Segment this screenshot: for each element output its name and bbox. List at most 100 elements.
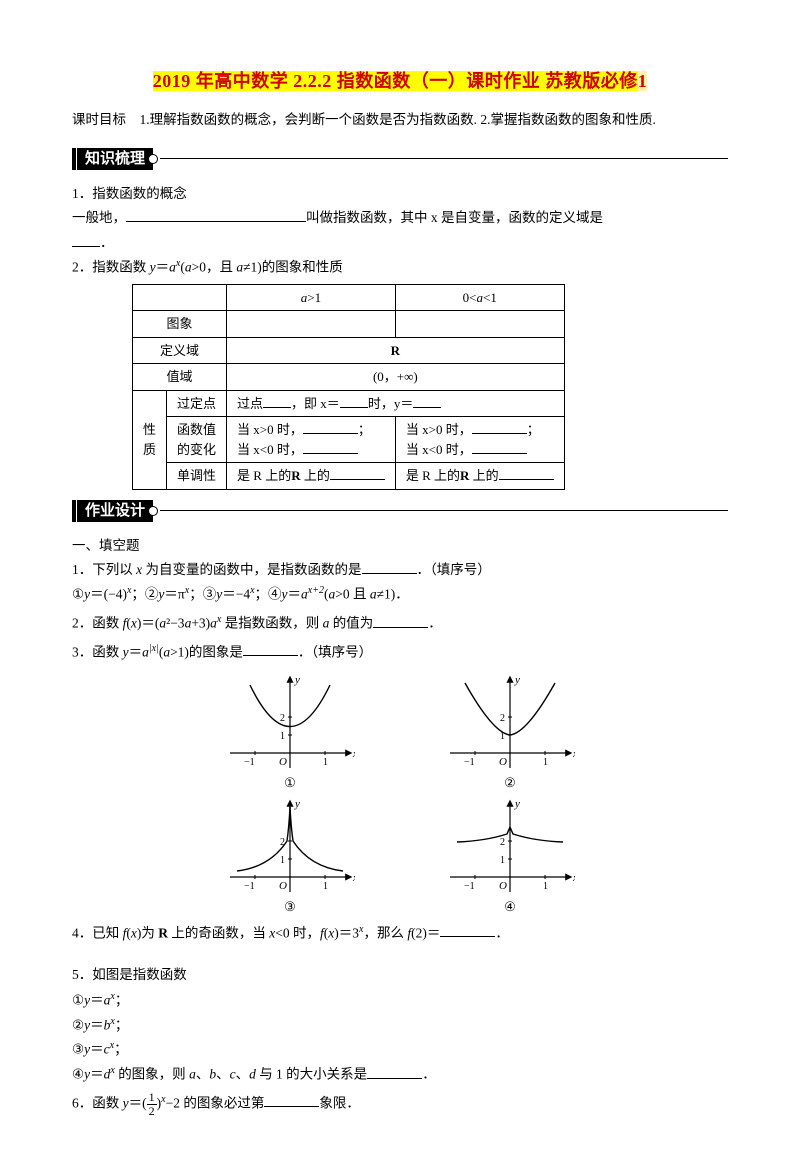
cell-vc-2: 当 x>0 时，； 当 x<0 时， bbox=[395, 417, 564, 463]
svg-text:1: 1 bbox=[280, 731, 285, 742]
graph-1: x y O −1 1 1 2 ① bbox=[210, 673, 370, 791]
blank bbox=[243, 642, 298, 656]
blank bbox=[263, 394, 291, 408]
bar-lead bbox=[72, 148, 76, 170]
svg-text:2: 2 bbox=[500, 837, 505, 848]
blank bbox=[472, 420, 527, 434]
row-props-group: 性质 bbox=[133, 390, 167, 489]
cell-mono-1: 是 R 上的R 上的 bbox=[227, 463, 396, 490]
row-value-change: 函数值的变化 bbox=[167, 417, 227, 463]
bar-dot bbox=[148, 506, 158, 516]
graph-2: x y O −1 1 1 2 ② bbox=[430, 673, 590, 791]
graph-3: x y O −1 1 1 2 ③ bbox=[210, 797, 370, 915]
section-bar-exercise: 作业设计 bbox=[72, 500, 728, 522]
bar-dot bbox=[148, 154, 158, 164]
concept-2-heading: 2．指数函数 y＝ax(a>0，且 a≠1)的图象和性质 bbox=[72, 255, 728, 280]
svg-text:1: 1 bbox=[323, 757, 328, 768]
section-label: 作业设计 bbox=[77, 500, 153, 522]
bar-lead bbox=[72, 500, 76, 522]
concept-1-body: 一般地， 叫做指数函数，其中 x 是自变量，函数的定义域是 ． bbox=[72, 206, 728, 255]
svg-text:−1: −1 bbox=[244, 881, 255, 892]
cell-domain: R bbox=[227, 337, 565, 364]
svg-text:O: O bbox=[499, 880, 507, 892]
title-segment-b: 1 bbox=[638, 71, 648, 91]
svg-text:−1: −1 bbox=[244, 757, 255, 768]
svg-text:2: 2 bbox=[500, 713, 505, 724]
chart-svg: x y O −1 1 1 2 bbox=[445, 797, 575, 897]
title-segment-a: 2019 年高中数学 2.2.2 指数函数（一）课时作业 苏教版必修 bbox=[153, 71, 638, 91]
blank bbox=[499, 466, 554, 480]
svg-text:−1: −1 bbox=[464, 757, 475, 768]
blank bbox=[303, 420, 358, 434]
svg-text:y: y bbox=[514, 674, 520, 686]
bar-line bbox=[160, 510, 728, 511]
svg-text:1: 1 bbox=[500, 855, 505, 866]
row-domain: 定义域 bbox=[133, 337, 227, 364]
question-2: 2．函数 f(x)＝(a²−3a+3)ax 是指数函数，则 a 的值为． bbox=[72, 611, 728, 636]
graph-label: ③ bbox=[210, 899, 370, 915]
blank bbox=[373, 614, 428, 628]
svg-text:O: O bbox=[499, 756, 507, 768]
blank bbox=[72, 233, 100, 247]
graph-label: ① bbox=[210, 775, 370, 791]
svg-text:x: x bbox=[572, 872, 575, 884]
section-label: 知识梳理 bbox=[77, 148, 153, 170]
cell-vc-1: 当 x>0 时，； 当 x<0 时， bbox=[227, 417, 396, 463]
svg-text:2: 2 bbox=[280, 713, 285, 724]
svg-text:y: y bbox=[294, 674, 300, 686]
svg-text:1: 1 bbox=[280, 855, 285, 866]
graph-4: x y O −1 1 1 2 ④ bbox=[430, 797, 590, 915]
cell-graph-2 bbox=[395, 311, 564, 338]
blank bbox=[413, 394, 441, 408]
col-a-lt-1: 0<a<1 bbox=[395, 284, 564, 311]
page-title: 2019 年高中数学 2.2.2 指数函数（一）课时作业 苏教版必修1 bbox=[72, 68, 728, 95]
cell-fixed-point: 过点，即 x＝时，y＝ bbox=[227, 390, 565, 417]
question-3: 3．函数 y＝a|x|(a>1)的图象是．（填序号） bbox=[72, 640, 728, 665]
row-graph: 图象 bbox=[133, 311, 227, 338]
row-monotone: 单调性 bbox=[167, 463, 227, 490]
cell-range: (0，+∞) bbox=[227, 364, 565, 391]
cell-graph-1 bbox=[227, 311, 396, 338]
k1-p3: ． bbox=[100, 235, 114, 250]
blank bbox=[330, 466, 385, 480]
cell-mono-2: 是 R 上的R 上的 bbox=[395, 463, 564, 490]
course-objective: 课时目标 1.理解指数函数的概念，会判断一个函数是否为指数函数. 2.掌握指数函… bbox=[72, 109, 728, 132]
svg-text:y: y bbox=[294, 798, 300, 810]
svg-text:O: O bbox=[279, 756, 287, 768]
blank bbox=[264, 1093, 319, 1107]
row-fixed-point: 过定点 bbox=[167, 390, 227, 417]
question-6: 6．函数 y＝(12)x−2 的图象必过第象限． bbox=[72, 1091, 728, 1118]
k1-p2: 叫做指数函数，其中 x 是自变量，函数的定义域是 bbox=[306, 210, 603, 225]
blank bbox=[362, 560, 417, 574]
concept-1-heading: 1．指数函数的概念 bbox=[72, 182, 728, 206]
col-a-gt-1: a>1 bbox=[227, 284, 396, 311]
tbl-blank-corner bbox=[133, 284, 227, 311]
blank bbox=[440, 923, 495, 937]
properties-table: a>1 0<a<1 图象 定义域 R 值域 (0，+∞) 性质 过定点 过点，即… bbox=[132, 284, 565, 490]
svg-text:y: y bbox=[514, 798, 520, 810]
graph-label: ② bbox=[430, 775, 590, 791]
row-range: 值域 bbox=[133, 364, 227, 391]
question-4: 4．已知 f(x)为 R 上的奇函数，当 x<0 时，f(x)＝3x，那么 f(… bbox=[72, 921, 728, 946]
svg-text:1: 1 bbox=[543, 757, 548, 768]
blank bbox=[340, 394, 368, 408]
graph-grid: x y O −1 1 1 2 ① x y O −1 1 1 2 bbox=[210, 673, 590, 915]
k1-p1: 一般地， bbox=[72, 210, 126, 225]
svg-text:1: 1 bbox=[323, 881, 328, 892]
exercise-heading: 一、填空题 bbox=[72, 534, 728, 558]
svg-text:O: O bbox=[279, 880, 287, 892]
blank bbox=[367, 1065, 422, 1079]
svg-text:x: x bbox=[352, 748, 355, 760]
section-bar-knowledge: 知识梳理 bbox=[72, 148, 728, 170]
blank bbox=[126, 208, 306, 222]
chart-svg: x y O −1 1 1 2 bbox=[225, 797, 355, 897]
svg-text:1: 1 bbox=[543, 881, 548, 892]
blank bbox=[472, 440, 527, 454]
chart-svg: x y O −1 1 1 2 bbox=[225, 673, 355, 773]
graph-label: ④ bbox=[430, 899, 590, 915]
bar-line bbox=[160, 158, 728, 159]
question-1: 1．下列以 x 为自变量的函数中，是指数函数的是．（填序号） ①y＝(−4)x；… bbox=[72, 558, 728, 607]
svg-text:x: x bbox=[352, 872, 355, 884]
blank bbox=[303, 440, 358, 454]
question-5: 5．如图是指数函数 ①y＝ax； ②y＝bx； ③y＝cx； ④y＝dx 的图象… bbox=[72, 963, 728, 1086]
